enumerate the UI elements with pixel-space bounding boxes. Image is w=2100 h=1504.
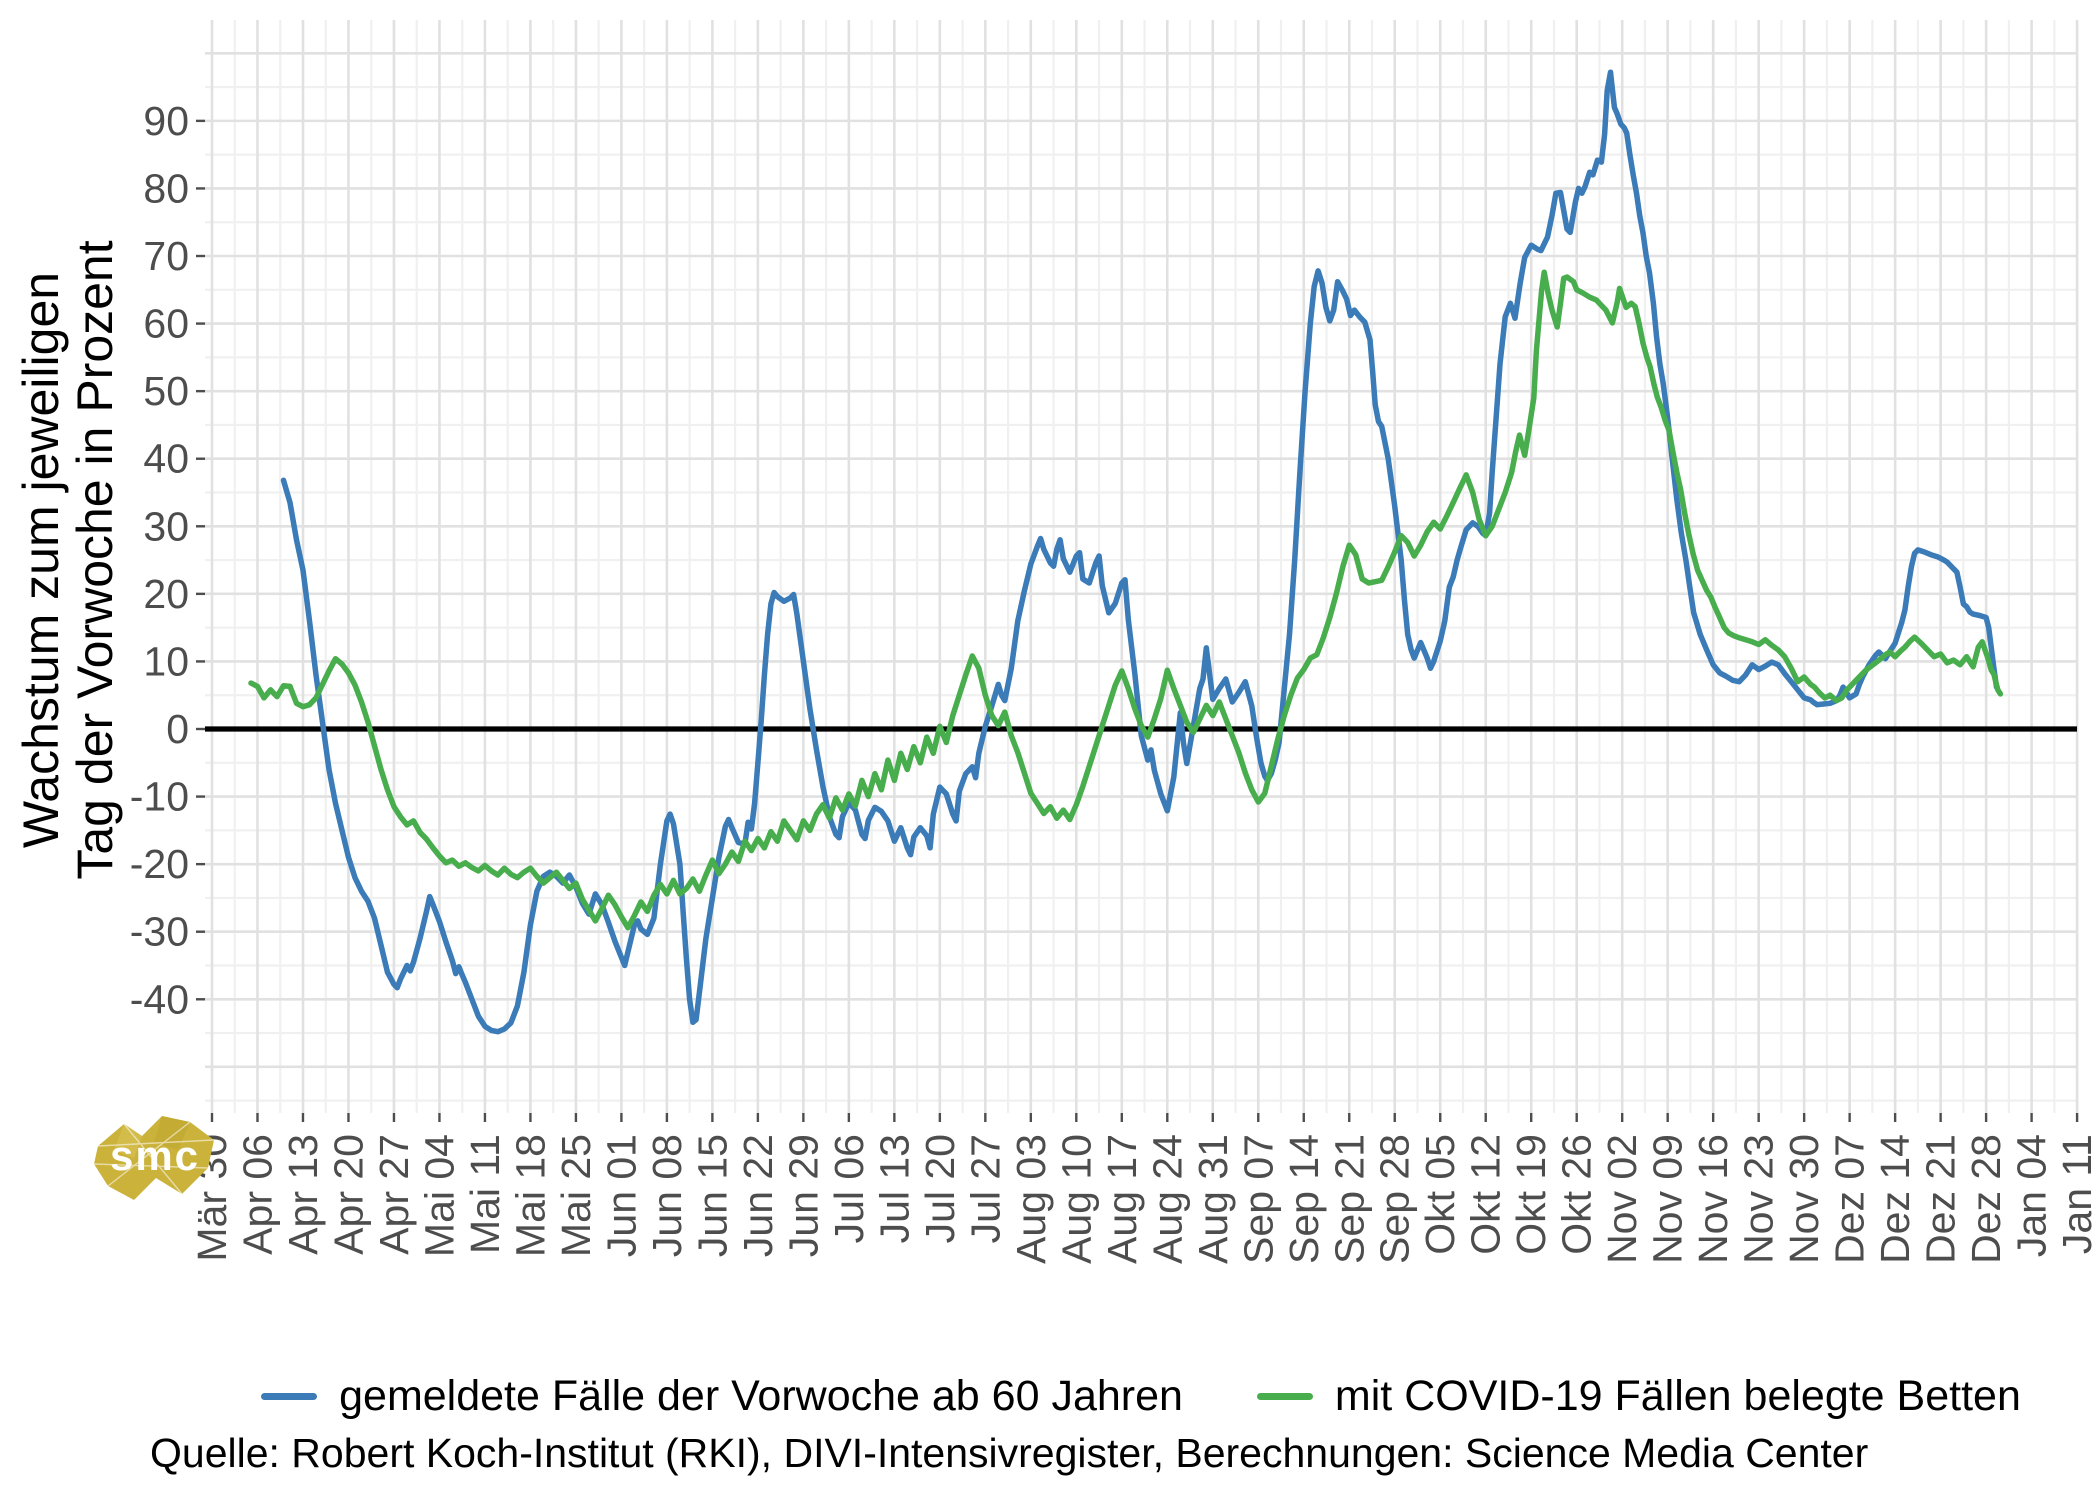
y-axis-title-line2: Tag der Vorwoche in Prozent: [67, 240, 123, 879]
x-tick-label: Sep 28: [1372, 1134, 1418, 1264]
y-tick-label: 50: [143, 368, 189, 414]
x-tick-label: Mai 11: [462, 1134, 508, 1254]
x-tick-label: Jun 15: [689, 1134, 735, 1257]
x-tick-label: Jan 11: [2054, 1134, 2100, 1254]
legend-line-icon-beds: [1256, 1393, 1313, 1400]
series-line-covid-beds: [248, 269, 2004, 931]
x-tick-label: Aug 17: [1099, 1134, 1145, 1264]
series-line-cases-60plus: [280, 69, 2000, 1035]
x-tick-label: Nov 09: [1645, 1134, 1691, 1264]
y-tick-label: 0: [166, 706, 189, 752]
y-tick-label: -30: [130, 909, 189, 955]
x-tick-label: Jun 22: [735, 1134, 781, 1257]
x-tick-label: Aug 24: [1144, 1134, 1190, 1264]
x-tick-label: Okt 26: [1554, 1134, 1600, 1255]
x-tick-label: Jun 01: [598, 1134, 644, 1257]
y-tick-label: 90: [143, 98, 189, 144]
x-tick-label: Apr 06: [234, 1134, 280, 1255]
x-tick-label: Sep 14: [1281, 1134, 1327, 1264]
y-tick-label: 30: [143, 503, 189, 549]
y-tick-label: 70: [143, 233, 189, 279]
legend-label-cases: gemeldete Fälle der Vorwoche ab 60 Jahre…: [339, 1372, 1183, 1420]
smc-logo: smc: [93, 1116, 215, 1200]
x-tick-label: Okt 12: [1463, 1134, 1509, 1255]
x-tick-label: Jul 20: [917, 1134, 963, 1243]
x-tick-label: Sep 21: [1326, 1134, 1372, 1264]
x-tick-label: Apr 27: [371, 1134, 417, 1255]
chart-legend: gemeldete Fälle der Vorwoche ab 60 Jahre…: [205, 1372, 2077, 1421]
x-tick-label: Jul 27: [962, 1134, 1008, 1243]
x-tick-label: Mai 18: [507, 1134, 553, 1257]
y-tick-label: 20: [143, 571, 189, 617]
y-tick-label: 60: [143, 301, 189, 347]
x-tick-label: Dez 28: [1963, 1134, 2009, 1264]
source-text: Quelle: Robert Koch-Institut (RKI), DIVI…: [150, 1430, 1869, 1476]
smc-logo-lines: [93, 1121, 215, 1195]
y-tick-label: -10: [130, 774, 189, 820]
x-tick-label: Mai 04: [416, 1134, 462, 1257]
data-series: [205, 69, 2077, 1035]
y-tick-label: 80: [143, 165, 189, 211]
x-tick-label: Dez 14: [1872, 1134, 1918, 1264]
x-tick-label: Okt 05: [1417, 1134, 1463, 1255]
y-tick-label: 40: [143, 436, 189, 482]
x-tick-label: Jun 08: [644, 1134, 690, 1257]
y-tick-label: 10: [143, 638, 189, 684]
x-tick-label: Aug 03: [1008, 1134, 1054, 1264]
x-tick-label: Dez 21: [1918, 1134, 1964, 1264]
gridlines: [205, 20, 2079, 1113]
x-tick-label: Nov 16: [1690, 1134, 1736, 1264]
axis-ticks: [196, 119, 2079, 1122]
x-tick-label: Nov 23: [1736, 1134, 1782, 1264]
x-tick-label: Jul 13: [871, 1134, 917, 1243]
smc-logo-facet: [114, 1124, 142, 1158]
x-tick-label: Okt 19: [1508, 1134, 1554, 1255]
x-tick-label: Aug 31: [1190, 1134, 1236, 1264]
x-tick-label: Nov 30: [1781, 1134, 1827, 1264]
legend-item-beds: mit COVID-19 Fällen belegte Betten: [1256, 1372, 2021, 1421]
legend-item-cases: gemeldete Fälle der Vorwoche ab 60 Jahre…: [261, 1372, 1183, 1421]
x-tick-label: Jul 06: [826, 1134, 872, 1243]
y-tick-label: -20: [130, 841, 189, 887]
legend-line-icon-cases: [261, 1393, 318, 1400]
x-tick-label: Nov 02: [1599, 1134, 1645, 1264]
x-tick-label: Aug 10: [1053, 1134, 1099, 1264]
x-tick-label: Apr 20: [325, 1134, 371, 1255]
x-tick-label: Mai 25: [553, 1134, 599, 1257]
y-axis-title-line1: Wachstum zum jeweiligen: [13, 272, 69, 848]
smc-logo-text: smc: [110, 1132, 200, 1179]
x-tick-label: Jan 04: [2009, 1134, 2055, 1257]
y-tick-label: -40: [130, 976, 189, 1022]
x-tick-label: Dez 07: [1827, 1134, 1873, 1264]
legend-label-beds: mit COVID-19 Fällen belegte Betten: [1334, 1372, 2021, 1420]
x-tick-label: Apr 13: [280, 1134, 326, 1255]
x-tick-label: Jun 29: [780, 1134, 826, 1257]
x-tick-label: Sep 07: [1235, 1134, 1281, 1264]
